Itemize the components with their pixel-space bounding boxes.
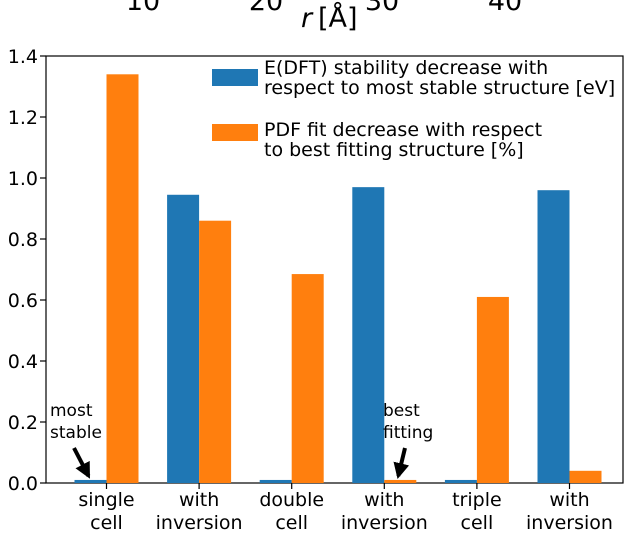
x-tick-label: with [364,489,404,511]
bar-edft [444,479,477,483]
legend-label: E(DFT) stability decrease with [264,57,548,79]
y-tick-label: 0.2 [8,412,38,434]
bar-edft [259,479,292,483]
top-tick-label: 10 [126,0,160,17]
x-tick-label: inversion [526,512,613,534]
y-tick-label: 0.4 [8,351,38,373]
bars-group [74,74,602,484]
y-tick-label: 1.4 [8,46,38,68]
x-tick-label: cell [461,512,494,534]
bar-edft [537,190,570,483]
bar-pdf [199,220,232,483]
bar-edft [352,187,385,483]
legend-label: PDF fit decrease with respect [264,119,542,141]
annotation-label: fitting [383,423,433,443]
x-tick-label: double [259,489,324,511]
legend-label: respect to most stable structure [eV] [264,77,615,99]
x-tick-label: single [78,489,134,511]
bar-edft [167,194,200,483]
legend-swatch [212,69,258,86]
annotation-arrow [393,447,410,480]
annotation-label: best [383,401,420,421]
x-tick-label: inversion [341,512,428,534]
y-axis: 0.0 0.2 0.4 0.6 0.8 1.0 1.2 1.4 [8,46,46,495]
x-tick-label: cell [90,512,123,534]
top-axis-unit: [Å] [318,2,358,34]
y-tick-label: 0.0 [8,473,38,495]
legend-swatch [212,124,258,141]
bar-pdf [291,274,324,483]
top-axis-remnant: 10 20 30 40 r [Å] [126,0,522,34]
bar-pdf [476,296,509,483]
bar-pdf [569,470,602,483]
annotation-label: most [50,401,93,421]
top-tick-label: 20 [249,0,283,17]
plot-frame [45,55,624,484]
x-tick-label: with [179,489,219,511]
y-tick-label: 0.6 [8,290,38,312]
x-tick-label: inversion [156,512,243,534]
bar-pdf [384,479,417,483]
bar-edft [74,479,107,483]
y-tick-label: 0.8 [8,229,38,251]
annotation-arrow [72,447,91,479]
top-axis-label: r [301,3,314,34]
bar-pdf [106,74,139,484]
y-tick-label: 1.2 [8,107,38,129]
x-tick-label: triple [452,489,502,511]
y-tick-label: 1.0 [8,168,38,190]
legend-label: to best fitting structure [%] [264,139,524,161]
x-tick-label: with [549,489,589,511]
x-axis: singlecellwithinversiondoublecellwithinv… [78,483,613,534]
annotation-label: stable [50,423,102,443]
top-tick-label: 30 [365,0,399,17]
x-tick-label: cell [275,512,308,534]
top-tick-label: 40 [488,0,522,17]
